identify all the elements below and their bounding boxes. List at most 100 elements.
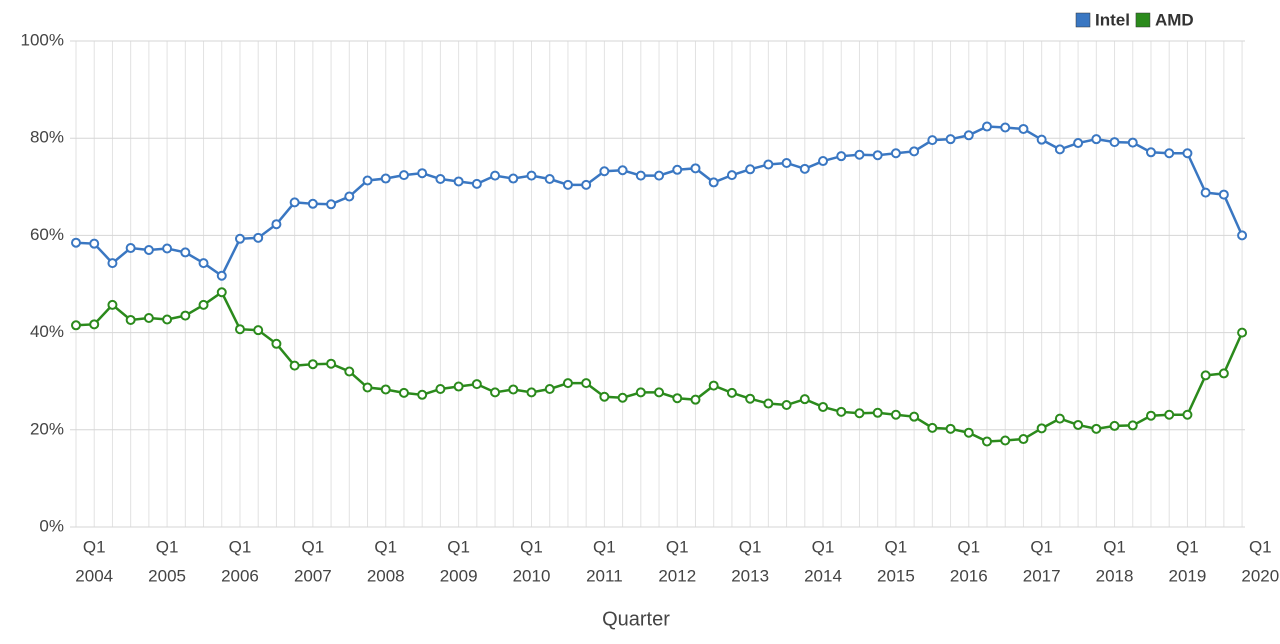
data-point [1218, 189, 1229, 200]
data-point [1036, 134, 1047, 145]
data-point [125, 314, 136, 325]
data-point [690, 163, 701, 174]
y-tick-label: 40% [30, 322, 64, 341]
y-tick-label: 60% [30, 225, 64, 244]
data-point [909, 146, 920, 157]
x-tick-label: 2015 [877, 566, 915, 585]
data-point [890, 409, 901, 420]
data-point [198, 258, 209, 269]
data-point [380, 173, 391, 184]
data-point [526, 170, 537, 181]
data-point [1164, 409, 1175, 420]
data-point [362, 382, 373, 393]
data-point [1091, 134, 1102, 145]
data-point [417, 389, 428, 400]
data-point [654, 387, 665, 398]
data-point [1164, 148, 1175, 159]
x-tick-label: Q1 [229, 537, 252, 556]
data-point [289, 360, 300, 371]
x-axis-title: Quarter [602, 608, 670, 630]
legend-swatch [1075, 12, 1091, 28]
x-tick-label: Q1 [739, 537, 762, 556]
data-point [216, 270, 227, 281]
x-tick-label: Q1 [374, 537, 397, 556]
x-tick-label: 2012 [658, 566, 696, 585]
data-point [562, 179, 573, 190]
data-point [581, 378, 592, 389]
data-point [799, 163, 810, 174]
x-tick-label: Q1 [447, 537, 470, 556]
data-point [544, 383, 555, 394]
data-point [982, 121, 992, 132]
x-tick-label: Q1 [812, 537, 835, 556]
data-point [180, 247, 191, 258]
data-point [1018, 434, 1029, 445]
data-point [162, 243, 173, 254]
data-point [544, 174, 555, 185]
data-point [1218, 368, 1229, 379]
data-point [143, 244, 154, 255]
x-tick-label: 2019 [1169, 566, 1207, 585]
data-point [107, 299, 118, 310]
data-point [726, 387, 737, 398]
data-point [1237, 327, 1248, 338]
x-tick-label: Q1 [1103, 537, 1126, 556]
data-point [726, 170, 737, 181]
x-tick-label: 2013 [731, 566, 769, 585]
data-point [471, 178, 482, 189]
data-point [836, 151, 847, 162]
x-tick-label: 2011 [586, 566, 623, 585]
data-point [635, 170, 646, 181]
data-point [289, 197, 300, 208]
data-point [617, 392, 628, 403]
data-point [763, 398, 774, 409]
data-point [1182, 409, 1193, 420]
data-point [253, 325, 264, 336]
data-point [763, 159, 774, 170]
data-point [71, 320, 81, 331]
data-point [1200, 187, 1211, 198]
data-point [745, 164, 756, 175]
data-point [490, 170, 501, 181]
y-tick-label: 0% [39, 516, 64, 535]
data-point [435, 383, 446, 394]
data-point [909, 411, 920, 422]
data-point [1073, 419, 1084, 430]
data-point [1127, 137, 1138, 148]
data-point [1127, 420, 1138, 431]
x-tick-label: Q1 [302, 537, 325, 556]
data-point [526, 387, 537, 398]
data-point [1091, 423, 1102, 434]
data-point [982, 436, 992, 447]
legend-swatch [1135, 12, 1151, 28]
data-point [307, 359, 318, 370]
data-point [508, 384, 519, 395]
data-point [1109, 420, 1120, 431]
x-tick-label: Q1 [666, 537, 689, 556]
data-point [1182, 148, 1193, 159]
data-point [854, 408, 865, 419]
data-point [690, 394, 701, 405]
data-point [271, 338, 282, 349]
data-point [581, 179, 592, 190]
data-point [234, 324, 245, 335]
data-point [945, 423, 956, 434]
data-point [471, 379, 482, 390]
data-point [927, 422, 938, 433]
data-point [1054, 413, 1065, 424]
x-tick-label: 2009 [440, 566, 478, 585]
data-point [672, 393, 683, 404]
data-point [162, 314, 173, 325]
x-tick-label: 2008 [367, 566, 405, 585]
data-point [1000, 435, 1011, 446]
data-point [562, 378, 573, 389]
x-tick-label: 2017 [1023, 566, 1061, 585]
x-tick-label: Q1 [593, 537, 616, 556]
data-point [1145, 410, 1156, 421]
data-point [344, 191, 355, 202]
data-point [890, 148, 901, 159]
data-point [599, 166, 610, 177]
data-point [872, 407, 883, 418]
data-point [398, 387, 409, 398]
